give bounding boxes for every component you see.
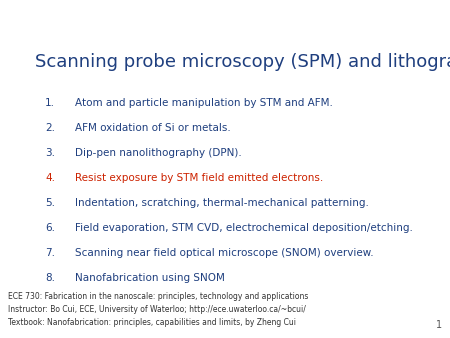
Text: Indentation, scratching, thermal-mechanical patterning.: Indentation, scratching, thermal-mechani… (75, 198, 369, 208)
Text: Resist exposure by STM field emitted electrons.: Resist exposure by STM field emitted ele… (75, 173, 323, 183)
Text: 6.: 6. (45, 223, 55, 233)
Text: AFM oxidation of Si or metals.: AFM oxidation of Si or metals. (75, 123, 231, 133)
Text: Dip-pen nanolithography (DPN).: Dip-pen nanolithography (DPN). (75, 148, 242, 158)
Text: Scanning near field optical microscope (SNOM) overview.: Scanning near field optical microscope (… (75, 248, 374, 258)
Text: 4.: 4. (45, 173, 55, 183)
Text: 1.: 1. (45, 98, 55, 108)
Text: Scanning probe microscopy (SPM) and lithography: Scanning probe microscopy (SPM) and lith… (35, 53, 450, 71)
Text: 8.: 8. (45, 273, 55, 283)
Text: 2.: 2. (45, 123, 55, 133)
Text: 5.: 5. (45, 198, 55, 208)
Text: Instructor: Bo Cui, ECE, University of Waterloo; http://ece.uwaterloo.ca/~bcui/: Instructor: Bo Cui, ECE, University of W… (8, 305, 306, 314)
Text: ECE 730: Fabrication in the nanoscale: principles, technology and applications: ECE 730: Fabrication in the nanoscale: p… (8, 292, 308, 301)
Text: Atom and particle manipulation by STM and AFM.: Atom and particle manipulation by STM an… (75, 98, 333, 108)
Text: 3.: 3. (45, 148, 55, 158)
Text: 7.: 7. (45, 248, 55, 258)
Text: Field evaporation, STM CVD, electrochemical deposition/etching.: Field evaporation, STM CVD, electrochemi… (75, 223, 413, 233)
Text: Nanofabrication using SNOM: Nanofabrication using SNOM (75, 273, 225, 283)
Text: 1: 1 (436, 320, 442, 330)
Text: Textbook: Nanofabrication: principles, capabilities and limits, by Zheng Cui: Textbook: Nanofabrication: principles, c… (8, 318, 296, 327)
